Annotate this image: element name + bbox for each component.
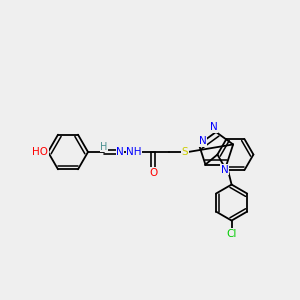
Text: N: N (116, 147, 124, 157)
Text: N: N (210, 122, 218, 132)
Text: Cl: Cl (226, 229, 237, 238)
Text: S: S (182, 147, 188, 157)
Text: O: O (149, 168, 157, 178)
Text: N: N (221, 165, 229, 175)
Text: HO: HO (32, 147, 48, 157)
Text: H: H (100, 142, 108, 152)
Text: NH: NH (126, 147, 142, 157)
Text: N: N (199, 136, 207, 146)
